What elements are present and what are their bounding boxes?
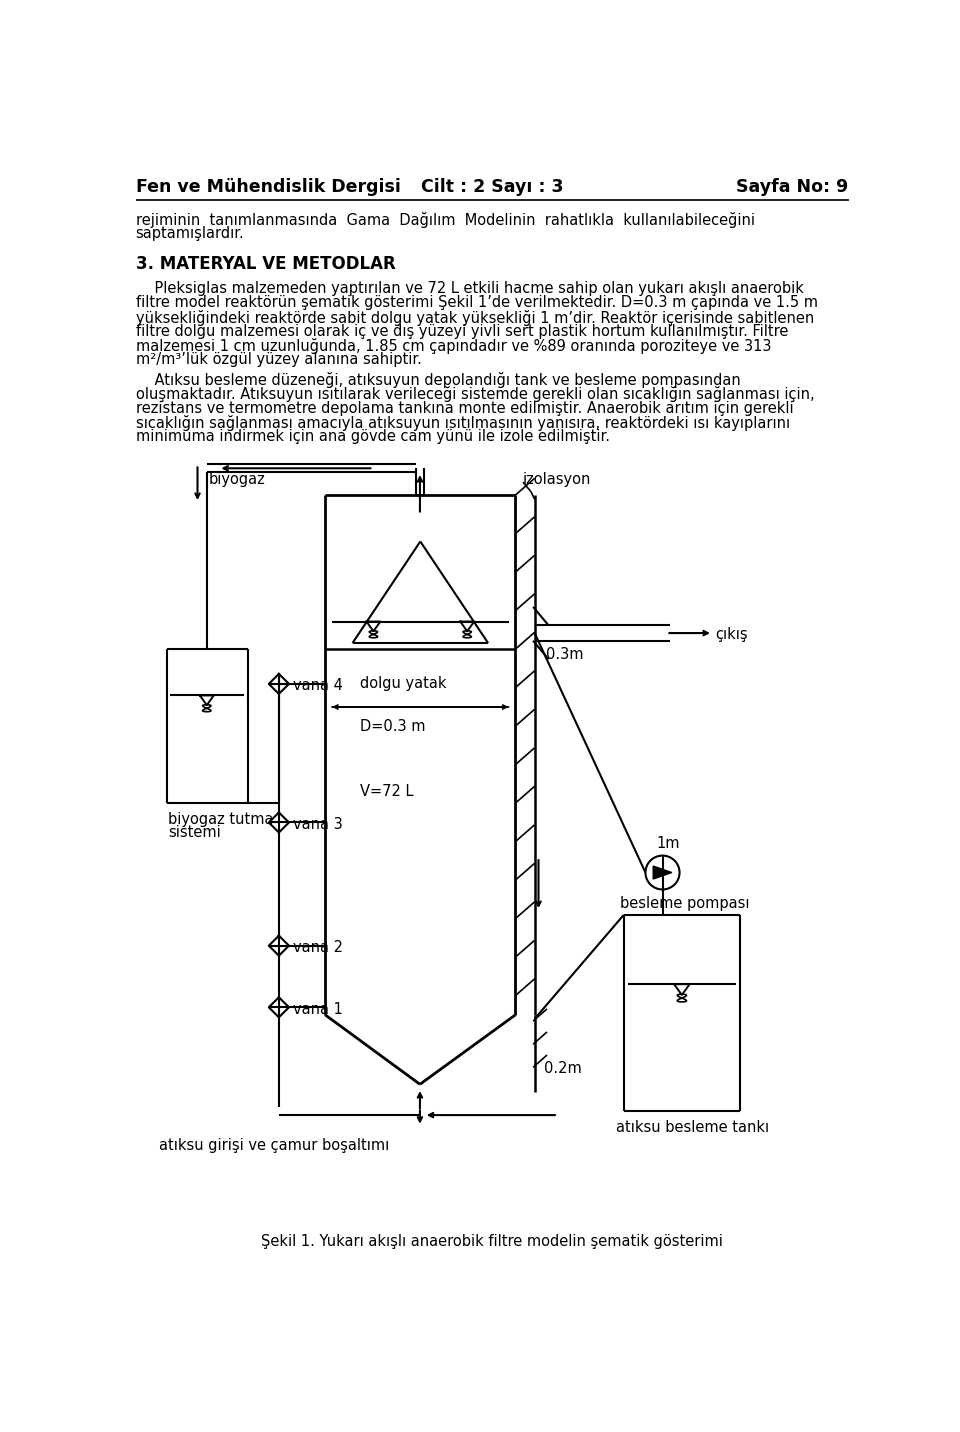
Text: Şekil 1. Yukarı akışlı anaerobik filtre modelin şematik gösterimi: Şekil 1. Yukarı akışlı anaerobik filtre …: [261, 1234, 723, 1250]
Text: V=72 L: V=72 L: [360, 783, 414, 799]
Text: Atıksu besleme düzeneği, atıksuyun depolandığı tank ve besleme pompasından: Atıksu besleme düzeneği, atıksuyun depol…: [135, 372, 740, 388]
Text: rezistans ve termometre depolama tankına monte edilmiştir. Anaerobik arıtım için: rezistans ve termometre depolama tankına…: [135, 401, 793, 415]
Text: oluşmaktadır. Atıksuyun ısıtılarak verileceği sistemde gerekli olan sıcaklığın s: oluşmaktadır. Atıksuyun ısıtılarak veril…: [135, 387, 814, 402]
Text: yüksekliğindeki reaktörde sabit dolgu yatak yüksekliği 1 m’dir. Reaktör içerisin: yüksekliğindeki reaktörde sabit dolgu ya…: [135, 309, 814, 325]
Text: vana 3: vana 3: [293, 818, 343, 832]
Text: malzemesi 1 cm uzunluğunda, 1.85 cm çapındadır ve %89 oranında poroziteye ve 313: malzemesi 1 cm uzunluğunda, 1.85 cm çapı…: [135, 338, 771, 354]
Text: D=0.3 m: D=0.3 m: [360, 719, 425, 733]
Text: filtre model reaktörün şematik gösterimi Şekil 1’de verilmektedir. D=0.3 m çapın: filtre model reaktörün şematik gösterimi…: [135, 295, 818, 311]
Text: 3. MATERYAL VE METODLAR: 3. MATERYAL VE METODLAR: [135, 255, 396, 274]
Text: filtre dolgu malzemesi olarak iç ve dış yüzeyi yivli sert plastik hortum kullanı: filtre dolgu malzemesi olarak iç ve dış …: [135, 324, 788, 339]
Text: Fen ve Mühendislik Dergisi: Fen ve Mühendislik Dergisi: [135, 178, 400, 196]
Text: izolasyon: izolasyon: [523, 473, 591, 487]
Text: dolgu yatak: dolgu yatak: [360, 676, 446, 692]
Text: atıksu besleme tankı: atıksu besleme tankı: [616, 1120, 769, 1136]
Polygon shape: [653, 866, 672, 879]
Text: çıkış: çıkış: [715, 627, 748, 642]
Text: besleme pompası: besleme pompası: [620, 895, 750, 911]
Text: vana 2: vana 2: [293, 941, 343, 955]
Text: sistemi: sistemi: [168, 825, 221, 839]
Text: minimuma indirmek için ana gövde cam yünü ile izole edilmiştir.: minimuma indirmek için ana gövde cam yün…: [135, 430, 610, 444]
Text: vana 4: vana 4: [293, 679, 343, 693]
Text: saptamışlardır.: saptamışlardır.: [135, 226, 244, 241]
Text: 0.2m: 0.2m: [544, 1061, 582, 1077]
Text: rejiminin  tanımlanmasında  Gama  Dağılım  Modelinin  rahatlıkla  kullanılabilec: rejiminin tanımlanmasında Gama Dağılım M…: [135, 212, 755, 228]
Text: Pleksiglas malzemeden yaptırılan ve 72 L etkili hacme sahip olan yukarı akışlı a: Pleksiglas malzemeden yaptırılan ve 72 L…: [135, 281, 804, 296]
Text: m²/m³’lük özgül yüzey alanına sahiptir.: m²/m³’lük özgül yüzey alanına sahiptir.: [135, 352, 421, 368]
Text: 0.3m: 0.3m: [546, 647, 584, 662]
Text: 1m: 1m: [657, 836, 680, 851]
Text: atıksu girişi ve çamur boşaltımı: atıksu girişi ve çamur boşaltımı: [158, 1138, 389, 1153]
Text: Cilt : 2 Sayı : 3: Cilt : 2 Sayı : 3: [420, 178, 564, 196]
Text: biyogaz tutma: biyogaz tutma: [168, 812, 274, 828]
Text: vana 1: vana 1: [293, 1002, 343, 1017]
Text: sıcaklığın sağlanması amacıyla atıksuyun ısıtılmasının yanısıra, reaktördeki ısı: sıcaklığın sağlanması amacıyla atıksuyun…: [135, 415, 790, 431]
Text: Sayfa No: 9: Sayfa No: 9: [736, 178, 849, 196]
Text: biyogaz: biyogaz: [209, 473, 266, 487]
